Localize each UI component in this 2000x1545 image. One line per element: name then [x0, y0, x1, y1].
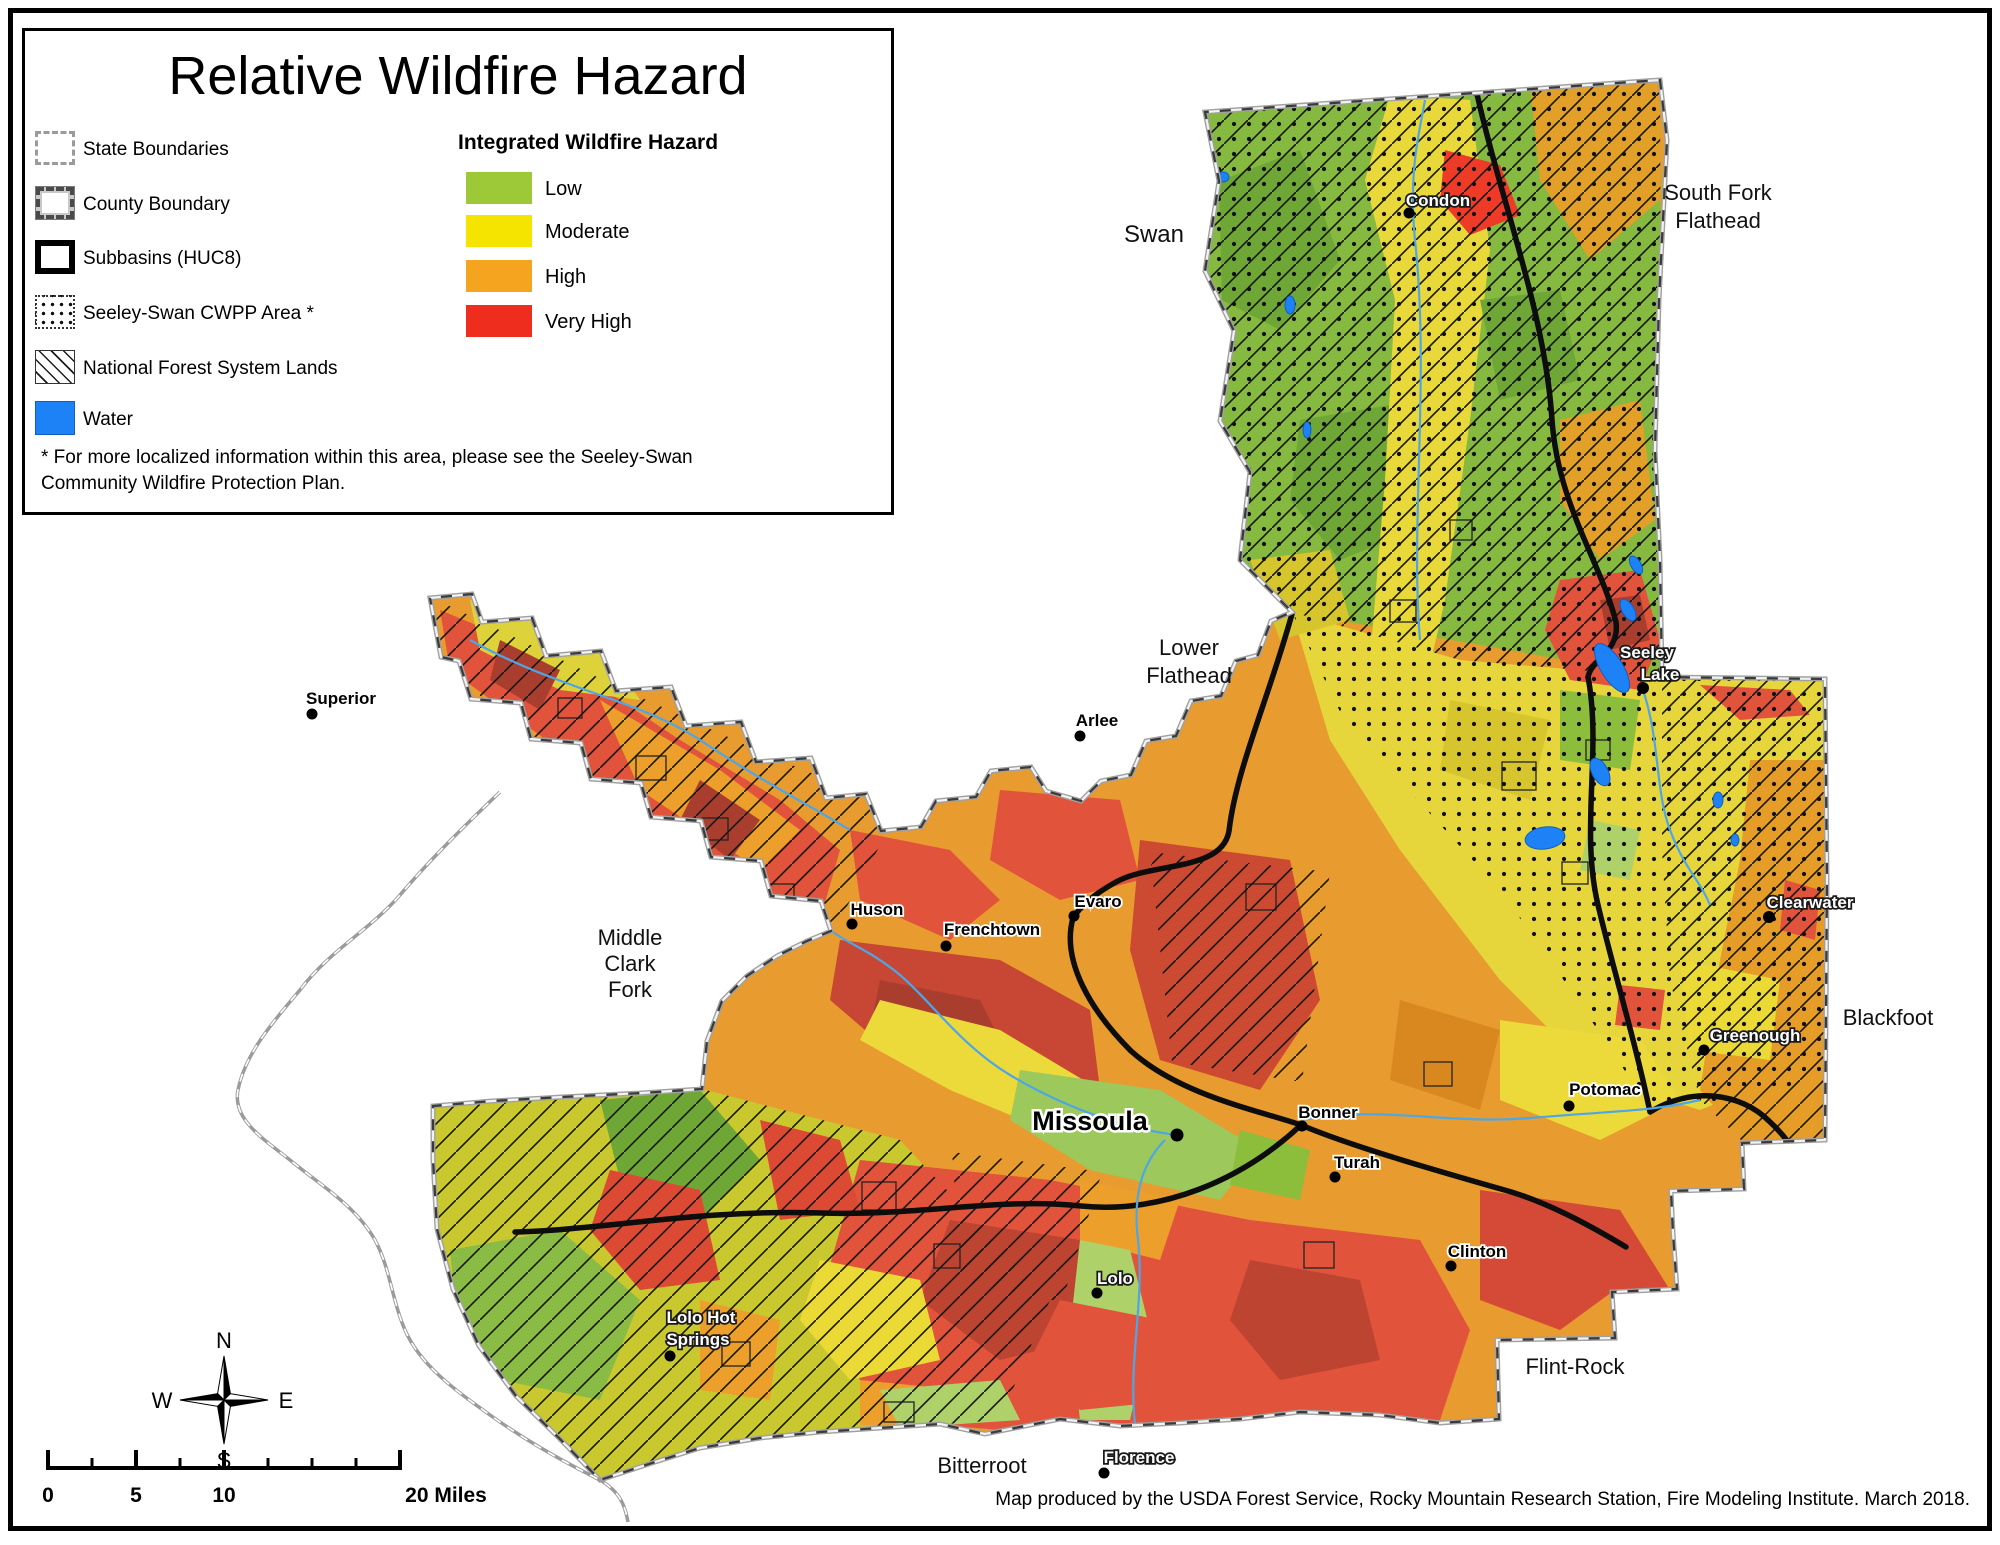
- region-label-middle-clark-fork-line3: Fork: [608, 977, 653, 1002]
- hazard-label-low: Low: [545, 178, 582, 200]
- town-dots: [306, 207, 1775, 1479]
- cwpp-dotted-area: [1205, 80, 1825, 1112]
- scale-label-20-miles: 20 Miles: [405, 1484, 487, 1507]
- town-label-lolo-hot-springs-line2: Springs: [666, 1330, 729, 1349]
- legend-item-county-boundary: County Boundary: [83, 194, 230, 215]
- region-label-south-fork-flathead-line2: Flathead: [1675, 208, 1761, 233]
- legend-footnote-line1: * For more localized information within …: [41, 447, 693, 468]
- town-label-lolo-hot-springs-line1: Lolo Hot: [667, 1308, 736, 1327]
- state-boundary-swatch: [35, 131, 75, 165]
- town-label-arlee: Arlee: [1076, 711, 1119, 730]
- town-dot-seeley-lake: [1637, 682, 1649, 694]
- cwpp-area-swatch: [35, 295, 75, 329]
- town-label-frenchtown: Frenchtown: [944, 920, 1040, 939]
- subbasin-swatch: [35, 240, 75, 274]
- legend-item-cwpp-area: Seeley-Swan CWPP Area *: [83, 303, 314, 324]
- legend-footnote: * For more localized information within …: [41, 445, 693, 497]
- town-labels-dark: Superior Arlee Huson Frenchtown Evaro Mi…: [304, 687, 1642, 1263]
- town-dot-missoula: [1170, 1128, 1184, 1142]
- hazard-chip-very-high: [466, 305, 532, 337]
- hazard-label-high: High: [545, 266, 587, 288]
- town-dot-condon: [1403, 207, 1415, 219]
- compass-n-label: N: [216, 1328, 232, 1353]
- attribution-text: Map produced by the USDA Forest Service,…: [995, 1489, 1970, 1510]
- town-label-seeley-lake-line2: Lake: [1641, 665, 1680, 684]
- map-title: Relative Wildfire Hazard: [168, 46, 748, 106]
- hazard-legend-header: Integrated Wildfire Hazard: [458, 131, 719, 154]
- town-label-huson: Huson: [851, 900, 904, 919]
- hazard-chip-high: [466, 260, 532, 292]
- lakes: [1216, 171, 1740, 850]
- hazard-label-very-high: Very High: [545, 311, 632, 333]
- town-label-lolo: Lolo: [1097, 1269, 1133, 1288]
- legend-item-subbasins: Subbasins (HUC8): [83, 248, 242, 269]
- town-label-clinton: Clinton: [1448, 1242, 1507, 1261]
- region-labels: Swan South Fork Flathead Lower Flathead …: [598, 180, 1934, 1478]
- town-dot-clinton: [1445, 1260, 1457, 1272]
- town-dot-potomac: [1563, 1100, 1575, 1112]
- town-dot-lolo: [1091, 1287, 1103, 1299]
- town-dot-bonner: [1296, 1120, 1308, 1132]
- legend-item-nfs-lands: National Forest System Lands: [83, 358, 338, 379]
- town-dot-superior: [306, 708, 318, 720]
- region-label-bitterroot: Bitterroot: [937, 1453, 1026, 1478]
- legend-footnote-line2: Community Wildfire Protection Plan.: [41, 473, 346, 494]
- scale-label-0: 0: [42, 1484, 54, 1507]
- town-dot-arlee: [1074, 730, 1086, 742]
- region-label-lower-flathead-line1: Lower: [1159, 635, 1219, 660]
- town-dot-evaro: [1068, 910, 1080, 922]
- town-dot-florence: [1098, 1467, 1110, 1479]
- compass-e-label: E: [279, 1388, 294, 1413]
- hazard-chip-moderate: [466, 215, 532, 247]
- region-label-middle-clark-fork-line1: Middle: [598, 925, 663, 950]
- town-dot-huson: [846, 918, 858, 930]
- subbasin-boundaries: [512, 82, 1814, 1250]
- scale-label-5: 5: [130, 1484, 142, 1507]
- region-label-flint-rock: Flint-Rock: [1525, 1354, 1625, 1379]
- town-dot-lolo-hot-springs: [664, 1350, 676, 1362]
- town-label-bonner: Bonner: [1298, 1103, 1358, 1122]
- town-label-seeley-lake-line1: Seeley: [1620, 643, 1674, 662]
- region-label-blackfoot: Blackfoot: [1843, 1005, 1934, 1030]
- water-swatch: [35, 401, 75, 435]
- scale-label-10: 10: [212, 1484, 235, 1507]
- town-label-turah: Turah: [1334, 1153, 1380, 1172]
- town-label-florence: Florence: [1104, 1448, 1175, 1467]
- region-label-lower-flathead-line2: Flathead: [1146, 663, 1232, 688]
- town-label-potomac: Potomac: [1569, 1080, 1641, 1099]
- town-label-greenough: Greenough: [1710, 1026, 1801, 1045]
- compass-rose: [179, 1355, 269, 1445]
- town-label-clearwater: Clearwater: [1767, 893, 1854, 912]
- hazard-label-moderate: Moderate: [545, 221, 630, 243]
- town-labels-light: Condon Seeley Lake Clearwater Greenough …: [665, 189, 1856, 1469]
- rivers: [469, 99, 1712, 1425]
- scale-bar: 0 5 10 20 Miles: [42, 1450, 487, 1507]
- region-label-south-fork-flathead-line1: South Fork: [1664, 180, 1773, 205]
- legend-item-water: Water: [83, 409, 133, 430]
- town-dot-greenough: [1698, 1044, 1710, 1056]
- town-label-condon: Condon: [1406, 191, 1470, 210]
- map-art: [430, 80, 1827, 1480]
- hazard-chip-low: [466, 172, 532, 204]
- town-label-missoula: Missoula: [1032, 1106, 1149, 1136]
- compass-w-label: W: [152, 1388, 173, 1413]
- town-label-superior: Superior: [306, 689, 376, 708]
- scale-bar-labels: 0 5 10 20 Miles: [42, 1484, 487, 1507]
- region-label-swan: Swan: [1124, 221, 1184, 248]
- region-label-middle-clark-fork-line2: Clark: [604, 951, 656, 976]
- nfs-lands-swatch: [35, 350, 75, 384]
- town-dot-turah: [1329, 1171, 1341, 1183]
- county-boundary-swatch: [35, 186, 75, 220]
- legend-item-state-boundaries: State Boundaries: [83, 139, 229, 160]
- town-dot-clearwater: [1763, 911, 1775, 923]
- town-dot-frenchtown: [940, 940, 952, 952]
- legend-panel: Relative Wildfire Hazard State Boundarie…: [22, 28, 894, 515]
- town-label-evaro: Evaro: [1074, 892, 1121, 911]
